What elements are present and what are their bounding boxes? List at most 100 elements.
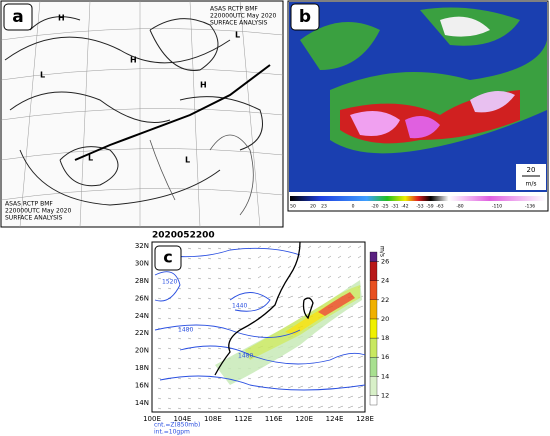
wind-vector — [217, 387, 222, 390]
wind-vector — [267, 255, 272, 259]
wind-vector — [167, 387, 172, 390]
wind-vector — [317, 295, 324, 299]
wind-vector — [327, 255, 332, 259]
wind-vector — [327, 345, 334, 349]
wind-vector — [277, 375, 284, 379]
wind-vector — [187, 357, 192, 360]
colorbar-tick-label: 14 — [381, 372, 389, 380]
colorbar-label: 0 — [352, 204, 355, 210]
wind-vector — [307, 345, 314, 349]
wind-vector — [197, 347, 202, 350]
panel-c-frame — [151, 241, 366, 413]
wind-vector — [297, 305, 304, 309]
contour-label: 1480 — [178, 327, 193, 334]
wind-vector — [207, 397, 212, 400]
wind-vector — [317, 265, 322, 269]
wind-vector — [227, 397, 232, 400]
wind-vector — [187, 247, 192, 250]
wind-vector — [257, 375, 264, 379]
wind-vector — [197, 267, 202, 270]
wind-vector — [277, 275, 282, 279]
vector-scale: 20 — [527, 166, 536, 174]
wind-vector — [267, 325, 274, 329]
wind-vector — [317, 355, 324, 359]
wind-vector — [257, 295, 264, 299]
wind-vector — [197, 407, 202, 410]
wind-vector — [287, 255, 292, 259]
wind-vector — [207, 247, 212, 250]
pressure-center: H — [200, 81, 207, 90]
wind-vector — [267, 375, 274, 379]
wind-vector — [207, 277, 212, 280]
colorbar-band — [369, 261, 378, 281]
wind-vector — [287, 385, 294, 389]
lat-label: 26N — [135, 294, 149, 302]
lat-label: 28N — [135, 277, 149, 285]
wind-vector — [357, 325, 364, 329]
wind-vector — [207, 317, 212, 320]
wind-vector — [247, 307, 252, 310]
wind-vector — [337, 375, 344, 379]
wind-vector — [257, 405, 264, 409]
wind-vector — [157, 407, 162, 410]
colorbar-tick-label: 20 — [381, 315, 389, 323]
wind-vector — [287, 355, 294, 359]
wind-vector — [227, 307, 232, 310]
wind-vector — [167, 337, 172, 340]
wind-vector — [327, 385, 334, 389]
wind-vector — [237, 397, 242, 400]
wind-vector — [267, 305, 274, 309]
wind-vector — [297, 265, 302, 269]
wind-vector — [317, 245, 322, 249]
wind-vector — [247, 287, 252, 290]
wind-vector — [287, 245, 292, 249]
wind-vector — [287, 265, 292, 269]
wind-vector — [337, 315, 344, 319]
panel-label-box — [154, 245, 182, 271]
wind-vector — [237, 257, 242, 260]
wind-vector — [317, 275, 322, 279]
wind-vector — [277, 265, 282, 269]
wind-vector — [257, 255, 262, 259]
wind-vector — [267, 405, 274, 409]
wind-vector — [217, 267, 222, 270]
wind-vector — [297, 395, 304, 399]
wind-vector — [317, 345, 324, 349]
coastline — [149, 134, 254, 216]
colorbar-label: -136 — [525, 204, 535, 210]
colorbar-label: -53 — [416, 204, 423, 210]
wind-vector — [317, 375, 324, 379]
lon-label: 124E — [326, 415, 344, 423]
colorbar-band — [369, 337, 378, 358]
wind-vector — [167, 277, 172, 280]
wind-vector — [247, 377, 252, 380]
wind-vector — [347, 325, 354, 329]
wind-vector — [247, 277, 252, 280]
wind-vector — [197, 297, 202, 300]
wind-vector — [277, 405, 284, 409]
panel-c-title: 2020052200 — [152, 231, 215, 241]
pressure-center: L — [40, 71, 45, 80]
colorbar-label: -59 — [426, 204, 433, 210]
panel-a: a — [0, 0, 284, 228]
colorbar-label: -31 — [391, 204, 398, 210]
lon-label: 120E — [295, 415, 313, 423]
header-text: 220000UTC May 2020 — [210, 13, 276, 20]
lat-label: 30N — [135, 259, 149, 267]
wind-vector — [227, 327, 232, 330]
wind-vector — [267, 245, 272, 249]
wind-vector — [197, 257, 202, 260]
colorbar-band — [369, 280, 378, 300]
wind-shading — [215, 280, 362, 385]
wind-vector — [257, 395, 264, 399]
contour-label: 1480 — [238, 353, 253, 360]
wind-vector — [347, 265, 352, 269]
panel-label: b — [299, 7, 311, 27]
wind-vector — [167, 307, 172, 310]
wind-vector — [197, 277, 202, 280]
wind-vector — [237, 267, 242, 270]
wind-vector — [337, 265, 342, 269]
wind-vector — [197, 367, 202, 370]
wind-vector — [197, 307, 202, 310]
wind-vector — [317, 405, 324, 409]
